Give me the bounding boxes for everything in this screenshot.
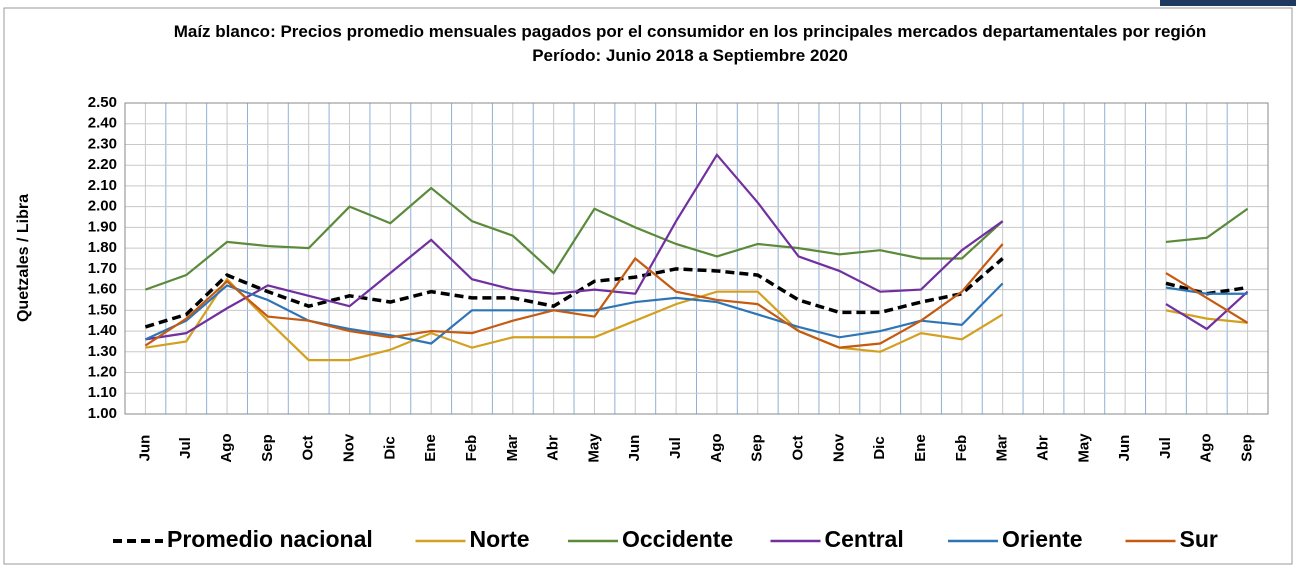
legend-label: Oriente: [1002, 526, 1083, 552]
x-tick-label: Jul: [667, 437, 684, 459]
x-tick-label: Feb: [463, 435, 480, 462]
x-tick-label: Jun: [626, 435, 643, 462]
y-axis-label: Quetzales / Libra: [15, 194, 32, 322]
x-tick-label: Mar: [504, 435, 521, 462]
y-tick-label: 1.80: [88, 239, 117, 256]
x-tick-label: Jul: [177, 437, 194, 459]
x-tick-label: Nov: [830, 433, 847, 462]
y-tick-label: 1.40: [88, 322, 117, 339]
y-tick-label: 2.20: [88, 156, 117, 173]
x-tick-label: Jul: [1157, 437, 1174, 459]
chart-subtitle: Período: Junio 2018 a Septiembre 2020: [532, 46, 848, 65]
series-line: [144, 282, 1248, 345]
x-tick-label: Sep: [1239, 434, 1256, 462]
y-tick-label: 2.40: [88, 115, 117, 132]
x-tick-label: Nov: [340, 433, 357, 462]
chart-title: Maíz blanco: Precios promedio mensuales …: [173, 22, 1207, 41]
x-tick-label: Ago: [1198, 433, 1215, 462]
y-tick-label: 1.50: [88, 301, 117, 318]
y-tick-label: 2.50: [88, 94, 117, 111]
y-tick-label: 2.10: [88, 177, 117, 194]
y-tick-label: 2.30: [88, 135, 117, 152]
series-line: [145, 152, 1249, 341]
legend-label: Occidente: [622, 526, 733, 552]
legend-label: Norte: [470, 526, 530, 552]
x-tick-label: Sep: [259, 434, 276, 462]
x-tick-label: Jun: [136, 435, 153, 462]
y-tick-label: 1.00: [88, 405, 117, 422]
y-tick-label: 2.00: [88, 198, 117, 215]
y-tick-label: 1.20: [88, 364, 117, 381]
x-tick-label: Abr: [1034, 435, 1051, 461]
x-tick-label: Ene: [912, 434, 929, 462]
x-tick-label: Abr: [545, 435, 562, 461]
x-tick-label: Dic: [381, 436, 398, 459]
y-tick-label: 1.10: [88, 384, 117, 401]
x-tick-label: Mar: [994, 435, 1011, 462]
x-tick-label: Ago: [218, 433, 235, 462]
frame: [3, 7, 1293, 565]
x-tick-label: Oct: [300, 435, 317, 460]
legend-label: Promedio nacional: [167, 526, 373, 552]
header-bar: [1160, 0, 1296, 6]
x-tick-label: May: [585, 433, 602, 463]
title-block: Maíz blanco: Precios promedio mensuales …: [170, 20, 1210, 68]
x-tick-label: Dic: [871, 436, 888, 459]
x-tick-label: May: [1075, 433, 1092, 463]
y-tick-label: 1.60: [88, 281, 117, 298]
x-tick-label: Sep: [749, 434, 766, 462]
y-tick-label: 1.70: [88, 260, 117, 277]
y-tick-label: 1.90: [88, 218, 117, 235]
x-tick-label: Ago: [708, 433, 725, 462]
legend-label: Central: [825, 526, 904, 552]
y-tick-label: 1.30: [88, 343, 117, 360]
plot-border: [124, 102, 1269, 415]
series-line: [144, 243, 1249, 349]
x-tick-label: Oct: [790, 435, 807, 460]
series-line: [145, 186, 1249, 291]
x-tick-label: Feb: [953, 435, 970, 462]
x-tick-label: Jun: [1116, 435, 1133, 462]
legend-label: Sur: [1180, 526, 1218, 552]
x-tick-label: Ene: [422, 434, 439, 462]
